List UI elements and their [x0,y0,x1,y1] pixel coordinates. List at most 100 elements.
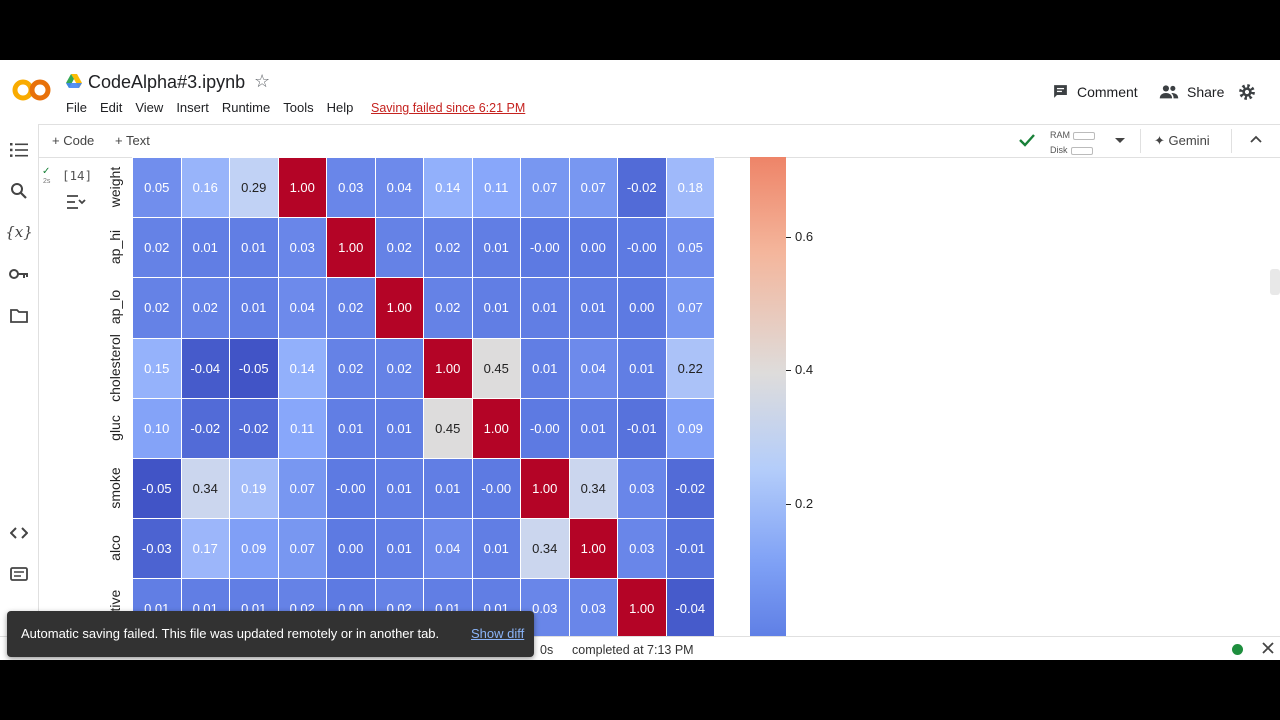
menu-tools[interactable]: Tools [283,100,314,115]
menu-help[interactable]: Help [326,100,354,115]
save-failed-toast: Automatic saving failed. This file was u… [7,611,534,657]
heatmap-cell: 0.02 [132,277,182,339]
scrollbar-thumb[interactable] [1270,269,1280,295]
heatmap-cell: 0.07 [277,458,327,520]
heatmap-cell: 0.02 [374,337,424,399]
heatmap-cell: 1.00 [374,277,424,339]
heatmap-cell: 0.22 [665,337,715,399]
close-icon[interactable] [1261,641,1275,660]
heatmap-cell: 0.34 [520,518,570,580]
ram-bar [1073,131,1095,140]
search-icon[interactable] [8,180,30,202]
heatmap-cell: 0.14 [277,337,327,399]
heatmap-grid: 0.05 0.16 0.29 1.00 0.03 0.04 0.14 0.11 0.07 0.07… [132,157,715,637]
heatmap-cell: 0.01 [180,217,230,279]
heatmap-cell: 0.05 [665,217,715,279]
gear-icon[interactable] [1238,83,1256,106]
resource-monitor[interactable]: RAM Disk [1050,128,1095,158]
comment-button[interactable]: Comment [1052,83,1138,100]
output-actions-icon[interactable] [66,194,86,215]
heatmap-cell: 0.18 [665,157,715,219]
code-snippets-icon[interactable] [8,522,30,544]
heatmap-cell-partial [471,157,521,158]
save-status-link[interactable]: Saving failed since 6:21 PM [371,101,526,115]
heatmap-cell: -0.03 [132,518,182,580]
row-label-text: cholesterol [107,333,123,402]
heatmap-cell: 0.01 [326,397,376,459]
heatmap-row-label: gluc [105,398,125,458]
menu-view[interactable]: View [135,100,164,115]
heatmap-cell: 0.01 [471,277,521,339]
add-text-button[interactable]: + Text [115,133,150,148]
heatmap-cell-partial [229,157,279,158]
heatmap-cell: 0.02 [423,217,473,279]
heatmap-cell: 0.02 [374,217,424,279]
heatmap-cell: -0.00 [617,217,667,279]
table-of-contents-icon[interactable] [8,139,30,161]
command-palette-icon[interactable] [8,563,30,585]
heatmap-row-label: cholesterol [105,334,125,402]
files-folder-icon[interactable] [8,304,30,326]
star-icon[interactable]: ☆ [254,71,271,91]
variables-icon[interactable]: {x} [5,223,33,241]
heatmap-cell: -0.01 [665,518,715,580]
heatmap-cell: -0.00 [326,458,376,520]
heatmap-cell: 0.01 [229,277,279,339]
show-diff-link[interactable]: Show diff [471,626,525,641]
heatmap-cell: 0.01 [520,277,570,339]
runtime-status-dot [1232,644,1243,655]
colorbar-tick [786,237,791,238]
share-people-icon [1159,85,1179,99]
heatmap-cell: 0.04 [568,337,618,399]
heatmap-cell: 0.01 [617,337,667,399]
heatmap-cell: 0.05 [132,157,182,219]
colab-logo[interactable] [12,78,52,107]
heatmap-cell: 0.00 [568,217,618,279]
chevron-up-icon[interactable] [1248,132,1264,153]
heatmap-cell: 0.03 [617,518,667,580]
heatmap-cell-partial [665,157,715,158]
cell-run-time: 2s [43,178,51,185]
heatmap-cell: 0.01 [471,518,521,580]
share-button[interactable]: Share [1159,83,1224,100]
menu-file[interactable]: File [66,100,87,115]
heatmap-cell: 0.02 [423,277,473,339]
secrets-key-icon[interactable] [8,263,30,285]
heatmap-cell: 1.00 [471,397,521,459]
colorbar-tick-label: 0.6 [795,229,814,244]
ram-label: RAM [1050,130,1070,140]
heatmap-cell: 0.01 [471,217,521,279]
heatmap-cell: 1.00 [277,157,327,219]
menu-insert[interactable]: Insert [176,100,209,115]
notebook-toolbar: + Code + Text RAM Disk ✦ Gemini [38,124,1280,158]
heatmap-cell: 0.17 [180,518,230,580]
heatmap-cell: 0.01 [568,397,618,459]
heatmap-cell: 0.00 [617,277,667,339]
heatmap-cell: 1.00 [423,337,473,399]
toolbar-divider [1231,129,1232,153]
status-duration: 0s [540,643,554,657]
colorbar-tick [786,503,791,505]
heatmap-cell: -0.00 [520,217,570,279]
menu-edit[interactable]: Edit [99,100,123,115]
heatmap-row-label: ap_lo [105,277,125,337]
heatmap-cell: 0.01 [568,277,618,339]
add-code-button[interactable]: + Code [52,133,95,148]
row-label-text: alco [107,535,123,562]
heatmap-cell: 0.07 [277,518,327,580]
row-label-text: ap_hi [107,230,123,265]
menu-runtime[interactable]: Runtime [221,100,271,115]
colorbar-tick-label: 0.2 [795,495,814,511]
toast-message: Automatic saving failed. This file was u… [21,626,440,641]
colorbar-tick [786,370,791,372]
connected-check-icon [1018,132,1036,153]
runtime-dropdown-icon[interactable] [1114,133,1126,152]
heatmap-cell: 0.02 [180,277,230,339]
heatmap-cell: 1.00 [617,578,667,637]
heatmap-cell: 0.16 [180,157,230,219]
gemini-button[interactable]: ✦ Gemini [1154,133,1210,148]
comment-icon [1054,85,1067,98]
heatmap-cell: 0.03 [326,157,376,219]
disk-bar [1070,146,1093,155]
notebook-title[interactable]: CodeAlpha#3.ipynb [88,72,246,92]
